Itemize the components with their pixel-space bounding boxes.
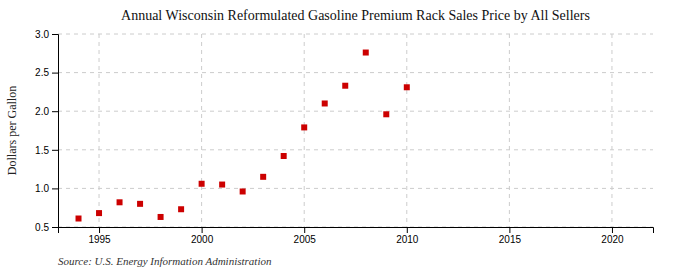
chart: 1995 2000 2005 2010 2015 2020 0.5 1.0 1.5 2.0 2.5 3…: [0, 0, 675, 275]
point: [158, 214, 164, 220]
x-tick-mark: [304, 227, 305, 233]
x-axis-line: [59, 228, 654, 234]
x-tick-label: 2020: [601, 234, 624, 245]
grid-line-y: [58, 34, 653, 35]
y-tick-label: 2.5: [35, 67, 49, 78]
x-tick-mark: [202, 227, 203, 233]
point: [117, 199, 123, 205]
y-tick: 2.0: [35, 106, 58, 117]
grid-line-x: [611, 34, 612, 227]
y-axis-line: [52, 35, 59, 228]
grid-line-y: [58, 188, 653, 189]
x-tick: 1995: [88, 227, 111, 245]
x-tick: 2000: [191, 227, 214, 245]
x-tick-mark: [99, 227, 100, 233]
title: Annual Wisconsin Reformulated Gasoline P…: [121, 8, 590, 23]
y-tick-mark: [52, 73, 58, 74]
point: [363, 50, 369, 56]
points: [76, 50, 410, 222]
x-tick-label: 1995: [88, 234, 111, 245]
y-tick-label: 0.5: [35, 222, 49, 233]
y-axis: 0.5 1.0 1.5 2.0 2.5 3.0: [35, 29, 58, 233]
point: [199, 181, 205, 187]
x-tick: 2010: [396, 227, 419, 245]
y-tick: 1.5: [35, 145, 58, 156]
x-tick-label: 2005: [294, 234, 317, 245]
point: [260, 174, 266, 180]
point: [301, 124, 307, 130]
source-note: Source: U.S. Energy Information Administ…: [58, 255, 272, 267]
y-tick-label: 1.0: [35, 183, 49, 194]
grid-line-y: [58, 111, 653, 112]
y-tick-mark: [52, 150, 58, 151]
grid-line-x: [406, 34, 407, 227]
grid-line-y: [58, 149, 653, 150]
point: [281, 153, 287, 159]
grid-line-x: [201, 34, 202, 227]
y-tick-mark: [52, 227, 58, 228]
x-tick-label: 2000: [191, 234, 214, 245]
grid: [58, 34, 653, 227]
y-tick-mark: [52, 111, 58, 112]
point: [76, 216, 82, 222]
y-tick-label: 2.0: [35, 106, 49, 117]
y-tick: 0.5: [35, 222, 58, 233]
point: [178, 206, 184, 212]
point: [219, 182, 225, 188]
point: [404, 84, 410, 90]
point: [342, 83, 348, 89]
grid-line-x: [509, 34, 510, 227]
point: [383, 111, 389, 117]
grid-line-x: [304, 34, 305, 227]
x-tick-mark: [407, 227, 408, 233]
x-axis: 1995 2000 2005 2010 2015 2020: [59, 227, 654, 245]
y-axis-title: Dollars per Gallon: [5, 86, 19, 175]
grid-line-y: [58, 72, 653, 73]
y-tick-label: 1.5: [35, 145, 49, 156]
point: [240, 188, 246, 194]
y-tick: 3.0: [35, 29, 58, 40]
x-tick-label: 2015: [499, 234, 522, 245]
x-tick: 2015: [499, 227, 522, 245]
point: [137, 201, 143, 207]
x-tick-mark: [612, 227, 613, 233]
y-tick: 2.5: [35, 67, 58, 78]
x-tick-mark: [509, 227, 510, 233]
plot: 1995 2000 2005 2010 2015 2020 0.5 1.0 1.5 2.0 2.5 3…: [35, 29, 653, 245]
point: [96, 210, 102, 216]
grid-line-x: [99, 34, 100, 227]
y-tick: 1.0: [35, 183, 58, 194]
point: [322, 100, 328, 106]
y-tick-mark: [52, 34, 58, 35]
y-tick-mark: [52, 188, 58, 189]
x-tick-label: 2010: [396, 234, 419, 245]
y-tick-label: 3.0: [35, 29, 49, 40]
x-tick: 2005: [294, 227, 317, 245]
x-tick: 2020: [601, 227, 624, 245]
